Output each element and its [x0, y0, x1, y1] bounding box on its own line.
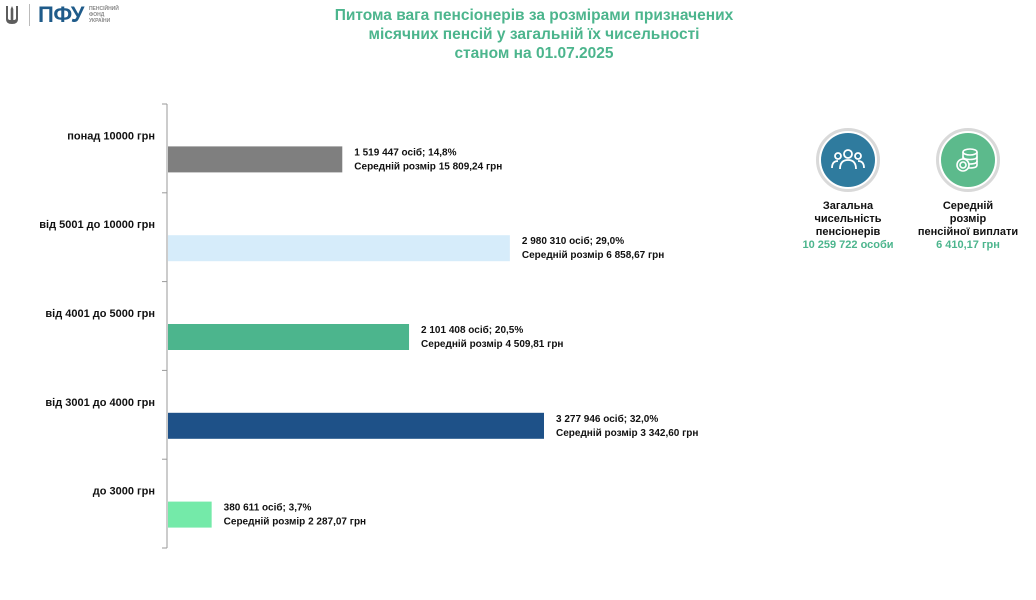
total-pensioners-stat: Загальна чисельність пенсіонерів 10 259 …	[800, 128, 896, 252]
trident-icon	[6, 6, 18, 24]
bar-average-label: Середній розмір 3 342,60 грн	[556, 428, 698, 439]
category-label: від 3001 до 4000 грн	[45, 397, 155, 409]
category-label: від 5001 до 10000 грн	[39, 219, 155, 231]
category-label: до 3000 грн	[93, 486, 155, 498]
chart-title: Питома вага пенсіонерів за розмірами при…	[334, 7, 734, 62]
bar-value-label: 3 277 946 осіб; 32,0%	[556, 413, 658, 425]
bar	[168, 412, 544, 439]
bar-value-label: 2 101 408 осіб; 20,5%	[421, 324, 523, 336]
bar	[168, 324, 410, 350]
bar-value-label: 1 519 447 осіб; 14,8%	[354, 146, 456, 158]
average-payment-stat: Середній розмір пенсійної виплати 6 410,…	[912, 128, 1024, 252]
bar-average-label: Середній розмір 15 809,24 грн	[354, 161, 502, 172]
people-group-icon	[821, 133, 875, 187]
category-label: від 4001 до 5000 грн	[45, 308, 155, 320]
bar-average-label: Середній розмір 6 858,67 грн	[522, 250, 664, 261]
bar	[168, 146, 343, 173]
coins-icon	[941, 133, 995, 187]
bar	[168, 235, 510, 262]
total-pensioners-value: 10 259 722 особи	[802, 239, 894, 251]
average-payment-value: 6 410,17 грн	[936, 239, 1000, 251]
bar-average-label: Середній розмір 2 287,07 грн	[224, 517, 366, 528]
total-pensioners-label: Загальна чисельність пенсіонерів	[814, 200, 882, 238]
average-payment-label: Середній розмір пенсійної виплати	[917, 200, 1019, 238]
coins-ring	[936, 128, 1000, 192]
bar-value-label: 2 980 310 осіб; 29,0%	[522, 235, 624, 247]
bar-average-label: Середній розмір 4 509,81 грн	[421, 339, 563, 350]
pfu-logo: ПФУ ПЕНСІЙНИЙ ФОНД УКРАЇНИ	[4, 4, 119, 26]
category-label: понад 10000 грн	[67, 130, 155, 142]
bar-value-label: 380 611 осіб; 3,7%	[224, 502, 312, 514]
logo-abbr: ПФУ	[38, 2, 84, 27]
bar	[168, 501, 212, 528]
people-ring	[816, 128, 880, 192]
logo-subtitle: ПЕНСІЙНИЙ ФОНД УКРАЇНИ	[88, 6, 119, 24]
